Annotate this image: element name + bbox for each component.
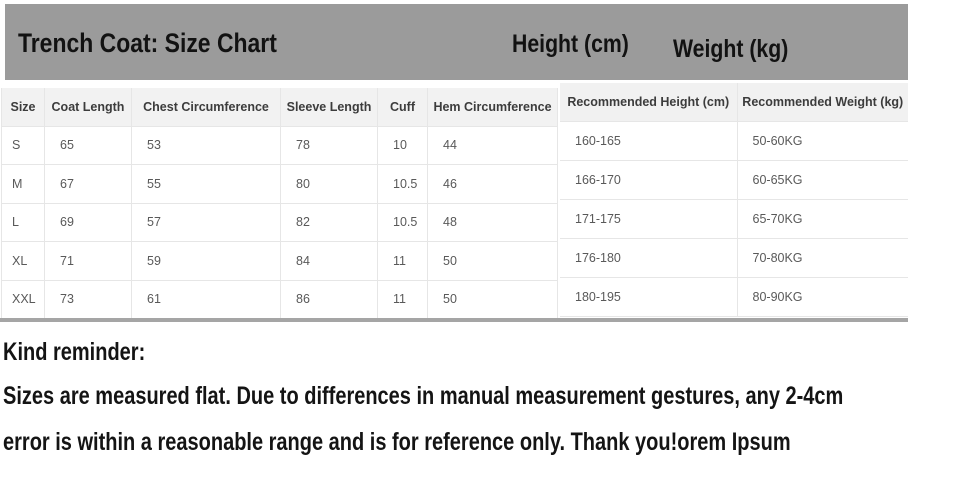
table-cell: 82 bbox=[280, 202, 378, 242]
table-cell: 70-80KG bbox=[736, 237, 908, 278]
height-cm-label: Height (cm) bbox=[512, 30, 629, 58]
table-cell: 11 bbox=[377, 279, 428, 319]
table-row: L 69 57 82 10.5 48 bbox=[1, 202, 558, 242]
table-cell: 78 bbox=[280, 125, 378, 165]
table-cell: 60-65KG bbox=[736, 159, 908, 200]
column-header: Coat Length bbox=[44, 88, 132, 127]
table-cell: 69 bbox=[44, 202, 132, 242]
table-cell: 166-170 bbox=[560, 159, 738, 200]
recommended-fit-table: Recommended Height (cm) Recommended Weigh… bbox=[560, 83, 908, 317]
table-cell: 176-180 bbox=[560, 237, 738, 278]
table-cell: 10 bbox=[377, 125, 428, 165]
recommended-fit-table-body: 160-165 50-60KG 166-170 60-65KG 171-175 65-70… bbox=[560, 120, 908, 317]
garment-size-table-body: S 65 53 78 10 44 M 67 55 80 10.5 46 L 69 57 82 10.5 48 XL 7… bbox=[1, 125, 558, 319]
table-cell: 11 bbox=[377, 241, 428, 281]
table-cell: 80-90KG bbox=[736, 276, 908, 317]
reminder-text-line-2: error is within a reasonable range and i… bbox=[3, 428, 791, 456]
table-cell: S bbox=[1, 125, 45, 165]
header-row: Recommended Height (cm) Recommended Weigh… bbox=[560, 83, 908, 122]
column-header: Recommended Height (cm) bbox=[560, 83, 738, 122]
table-cell: 71 bbox=[44, 241, 132, 281]
table-row: 166-170 60-65KG bbox=[560, 159, 908, 200]
table-cell: 57 bbox=[131, 202, 281, 242]
table-cell: 53 bbox=[131, 125, 281, 165]
column-header: Hem Circumference bbox=[427, 88, 558, 127]
reminder-heading: Kind reminder: bbox=[3, 338, 146, 366]
table-cell: 171-175 bbox=[560, 198, 738, 239]
table-cell: 50 bbox=[427, 241, 558, 281]
table-cell: 180-195 bbox=[560, 276, 738, 317]
table-cell: 10.5 bbox=[377, 202, 428, 242]
table-row: XXL 73 61 86 11 50 bbox=[1, 279, 558, 319]
column-header: Cuff bbox=[377, 88, 428, 127]
table-cell: XL bbox=[1, 241, 45, 281]
table-cell: 65-70KG bbox=[736, 198, 908, 239]
table-row: 160-165 50-60KG bbox=[560, 120, 908, 161]
column-header: Chest Circumference bbox=[131, 88, 281, 127]
table-cell: 160-165 bbox=[560, 120, 738, 161]
weight-kg-label: Weight (kg) bbox=[673, 35, 789, 63]
table-cell: 46 bbox=[427, 164, 558, 204]
table-row: M 67 55 80 10.5 46 bbox=[1, 164, 558, 204]
page-title: Trench Coat: Size Chart bbox=[18, 28, 277, 58]
table-row: 180-195 80-90KG bbox=[560, 276, 908, 317]
table-cell: 73 bbox=[44, 279, 132, 319]
table-cell: 50 bbox=[427, 279, 558, 319]
garment-size-table: Size Coat Length Chest Circumference Sleeve… bbox=[1, 88, 558, 319]
recommended-fit-table-header: Recommended Height (cm) Recommended Weigh… bbox=[560, 83, 908, 122]
table-row: 171-175 65-70KG bbox=[560, 198, 908, 239]
table-cell: 80 bbox=[280, 164, 378, 204]
reminder-text-line-1: Sizes are measured flat. Due to differen… bbox=[3, 382, 844, 410]
table-cell: 65 bbox=[44, 125, 132, 165]
column-header: Size bbox=[1, 88, 45, 127]
table-cell: 10.5 bbox=[377, 164, 428, 204]
title-banner: Trench Coat: Size Chart Height (cm) Weig… bbox=[5, 4, 908, 80]
table-cell: 61 bbox=[131, 279, 281, 319]
header-row: Size Coat Length Chest Circumference Sleeve… bbox=[1, 88, 558, 127]
garment-size-table-header: Size Coat Length Chest Circumference Sleeve… bbox=[1, 88, 558, 127]
column-header: Sleeve Length bbox=[280, 88, 378, 127]
table-cell: M bbox=[1, 164, 45, 204]
table-row: S 65 53 78 10 44 bbox=[1, 125, 558, 165]
table-row: XL 71 59 84 11 50 bbox=[1, 241, 558, 281]
table-cell: L bbox=[1, 202, 45, 242]
table-cell: 50-60KG bbox=[736, 120, 908, 161]
table-cell: 44 bbox=[427, 125, 558, 165]
table-row: 176-180 70-80KG bbox=[560, 237, 908, 278]
table-cell: 86 bbox=[280, 279, 378, 319]
bottom-divider-line bbox=[0, 318, 908, 322]
column-header: Recommended Weight (kg) bbox=[736, 83, 908, 122]
table-cell: 55 bbox=[131, 164, 281, 204]
table-cell: 59 bbox=[131, 241, 281, 281]
table-cell: 67 bbox=[44, 164, 132, 204]
table-cell: XXL bbox=[1, 279, 45, 319]
table-cell: 48 bbox=[427, 202, 558, 242]
table-cell: 84 bbox=[280, 241, 378, 281]
